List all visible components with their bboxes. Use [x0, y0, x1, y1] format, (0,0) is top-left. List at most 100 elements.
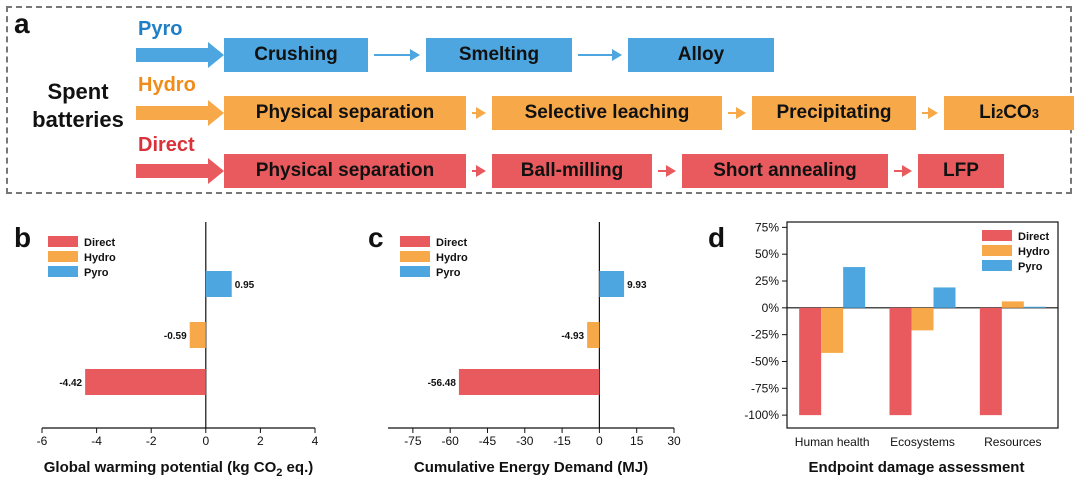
chart-c-bar-direct [458, 369, 600, 395]
legend-swatch-direct [48, 236, 78, 247]
step-box-pyro: Alloy [628, 38, 774, 72]
chart-d-x-axis-title: Endpoint damage assessment [809, 459, 1025, 476]
chart-b-tick-label: -4 [91, 434, 102, 448]
chart-c-bar-hydro [587, 322, 600, 348]
chart-d-tick-label: 50% [755, 247, 779, 261]
chart-b-data-label: -0.59 [164, 331, 187, 342]
step-arrowhead [902, 165, 912, 177]
route-entry-arrow [136, 106, 210, 120]
step-arrow [894, 170, 904, 172]
legend-swatch-hydro [982, 245, 1012, 256]
step-arrowhead [666, 165, 676, 177]
route-label-direct: Direct [138, 134, 195, 156]
chart-d-category-label: Resources [984, 435, 1041, 449]
route-entry-arrowhead [208, 100, 224, 126]
route-entry-arrow [136, 164, 210, 178]
chart-b-tick-label: -6 [37, 434, 48, 448]
chart-d-category-label: Human health [795, 435, 870, 449]
route-entry-arrowhead [208, 42, 224, 68]
chart-b-bar-pyro [205, 271, 232, 297]
chart-d-bar-hydro [821, 307, 844, 353]
chart-c-tick-label: -75 [404, 434, 422, 448]
legend-swatch-pyro [400, 266, 430, 277]
route-label-pyro: Pyro [138, 18, 183, 40]
legend-label-hydro: Hydro [84, 252, 116, 264]
chart-d-bar-pyro [1023, 306, 1046, 308]
route-entry-arrowhead [208, 158, 224, 184]
legend-label-pyro: Pyro [436, 267, 461, 279]
step-arrow [728, 112, 738, 114]
chart-d-tick-label: 0% [762, 301, 780, 315]
chart-c-data-label: 9.93 [627, 280, 647, 291]
chart-d-tick-label: -50% [751, 354, 779, 368]
chart-d-tick-label: -100% [744, 408, 779, 422]
legend-label-hydro: Hydro [1018, 246, 1050, 258]
step-box-direct: LFP [918, 154, 1004, 188]
step-arrow [472, 170, 478, 172]
step-arrowhead [476, 107, 486, 119]
chart-c-data-label: -4.93 [561, 331, 584, 342]
panel-label-d: d [708, 222, 726, 253]
chart-d-tick-label: -75% [751, 381, 779, 395]
chart-b-bar-hydro [189, 322, 206, 348]
chart-b-data-label: 0.95 [235, 280, 255, 291]
step-arrowhead [410, 49, 420, 61]
step-box-hydro: Li 2 CO 3 [944, 96, 1074, 130]
chart-d-bar-direct [799, 307, 822, 416]
step-arrowhead [476, 165, 486, 177]
chart-c-x-axis-title: Cumulative Energy Demand (MJ) [414, 459, 648, 476]
chart-d-tick-label: 75% [755, 220, 779, 234]
chart-c-tick-label: -45 [479, 434, 497, 448]
chart-b-x-axis-title: Global warming potential (kg CO2 eq.) [44, 459, 313, 478]
legend-swatch-hydro [400, 251, 430, 262]
chart-b-data-label: -4.42 [59, 378, 82, 389]
panel-label-a: a [14, 8, 30, 39]
legend-label-pyro: Pyro [1018, 261, 1043, 273]
step-box-direct: Physical separation [224, 154, 466, 188]
step-arrowhead [736, 107, 746, 119]
route-entry-arrow [136, 48, 210, 62]
chart-c-tick-label: 0 [596, 434, 603, 448]
chart-d-bar-direct [979, 307, 1002, 416]
chart-d-tick-label: -25% [751, 328, 779, 342]
panel-label-c: c [368, 222, 384, 253]
step-box-hydro: Physical separation [224, 96, 466, 130]
chart-d-bar-pyro [933, 287, 956, 308]
route-label-hydro: Hydro [138, 74, 196, 96]
step-arrow [922, 112, 930, 114]
chart-d-bar-hydro [911, 307, 934, 331]
legend-label-direct: Direct [436, 237, 468, 249]
step-box-hydro: Selective leaching [492, 96, 722, 130]
step-box-pyro: Crushing [224, 38, 368, 72]
chart-d-bar-direct [889, 307, 912, 416]
step-arrow [472, 112, 478, 114]
step-arrowhead [928, 107, 938, 119]
chart-c-data-label: -56.48 [428, 378, 457, 389]
chart-b-bar-direct [85, 369, 206, 395]
step-box-pyro: Smelting [426, 38, 572, 72]
legend-label-direct: Direct [1018, 231, 1050, 243]
step-box-direct: Short annealing [682, 154, 888, 188]
chart-d-bar-pyro [843, 267, 866, 308]
legend-label-pyro: Pyro [84, 267, 109, 279]
chart-c-bar-pyro [599, 271, 625, 297]
chart-d-bar-hydro [1001, 301, 1024, 308]
legend-label-hydro: Hydro [436, 252, 468, 264]
legend-swatch-direct [400, 236, 430, 247]
spent-batteries-label: Spent batteries [32, 79, 124, 132]
legend-swatch-pyro [48, 266, 78, 277]
legend-swatch-pyro [982, 260, 1012, 271]
chart-b-tick-label: -2 [146, 434, 157, 448]
legend-label-direct: Direct [84, 237, 116, 249]
legend-swatch-direct [982, 230, 1012, 241]
step-arrowhead [612, 49, 622, 61]
chart-c-tick-label: 15 [630, 434, 644, 448]
step-box-direct: Ball-milling [492, 154, 652, 188]
chart-c-tick-label: -30 [516, 434, 534, 448]
panel-label-b: b [14, 222, 32, 253]
chart-c-tick-label: 30 [667, 434, 681, 448]
chart-d-category-label: Ecosystems [890, 435, 955, 449]
step-arrow [374, 54, 412, 56]
step-arrow [578, 54, 614, 56]
chart-d-tick-label: 25% [755, 274, 779, 288]
